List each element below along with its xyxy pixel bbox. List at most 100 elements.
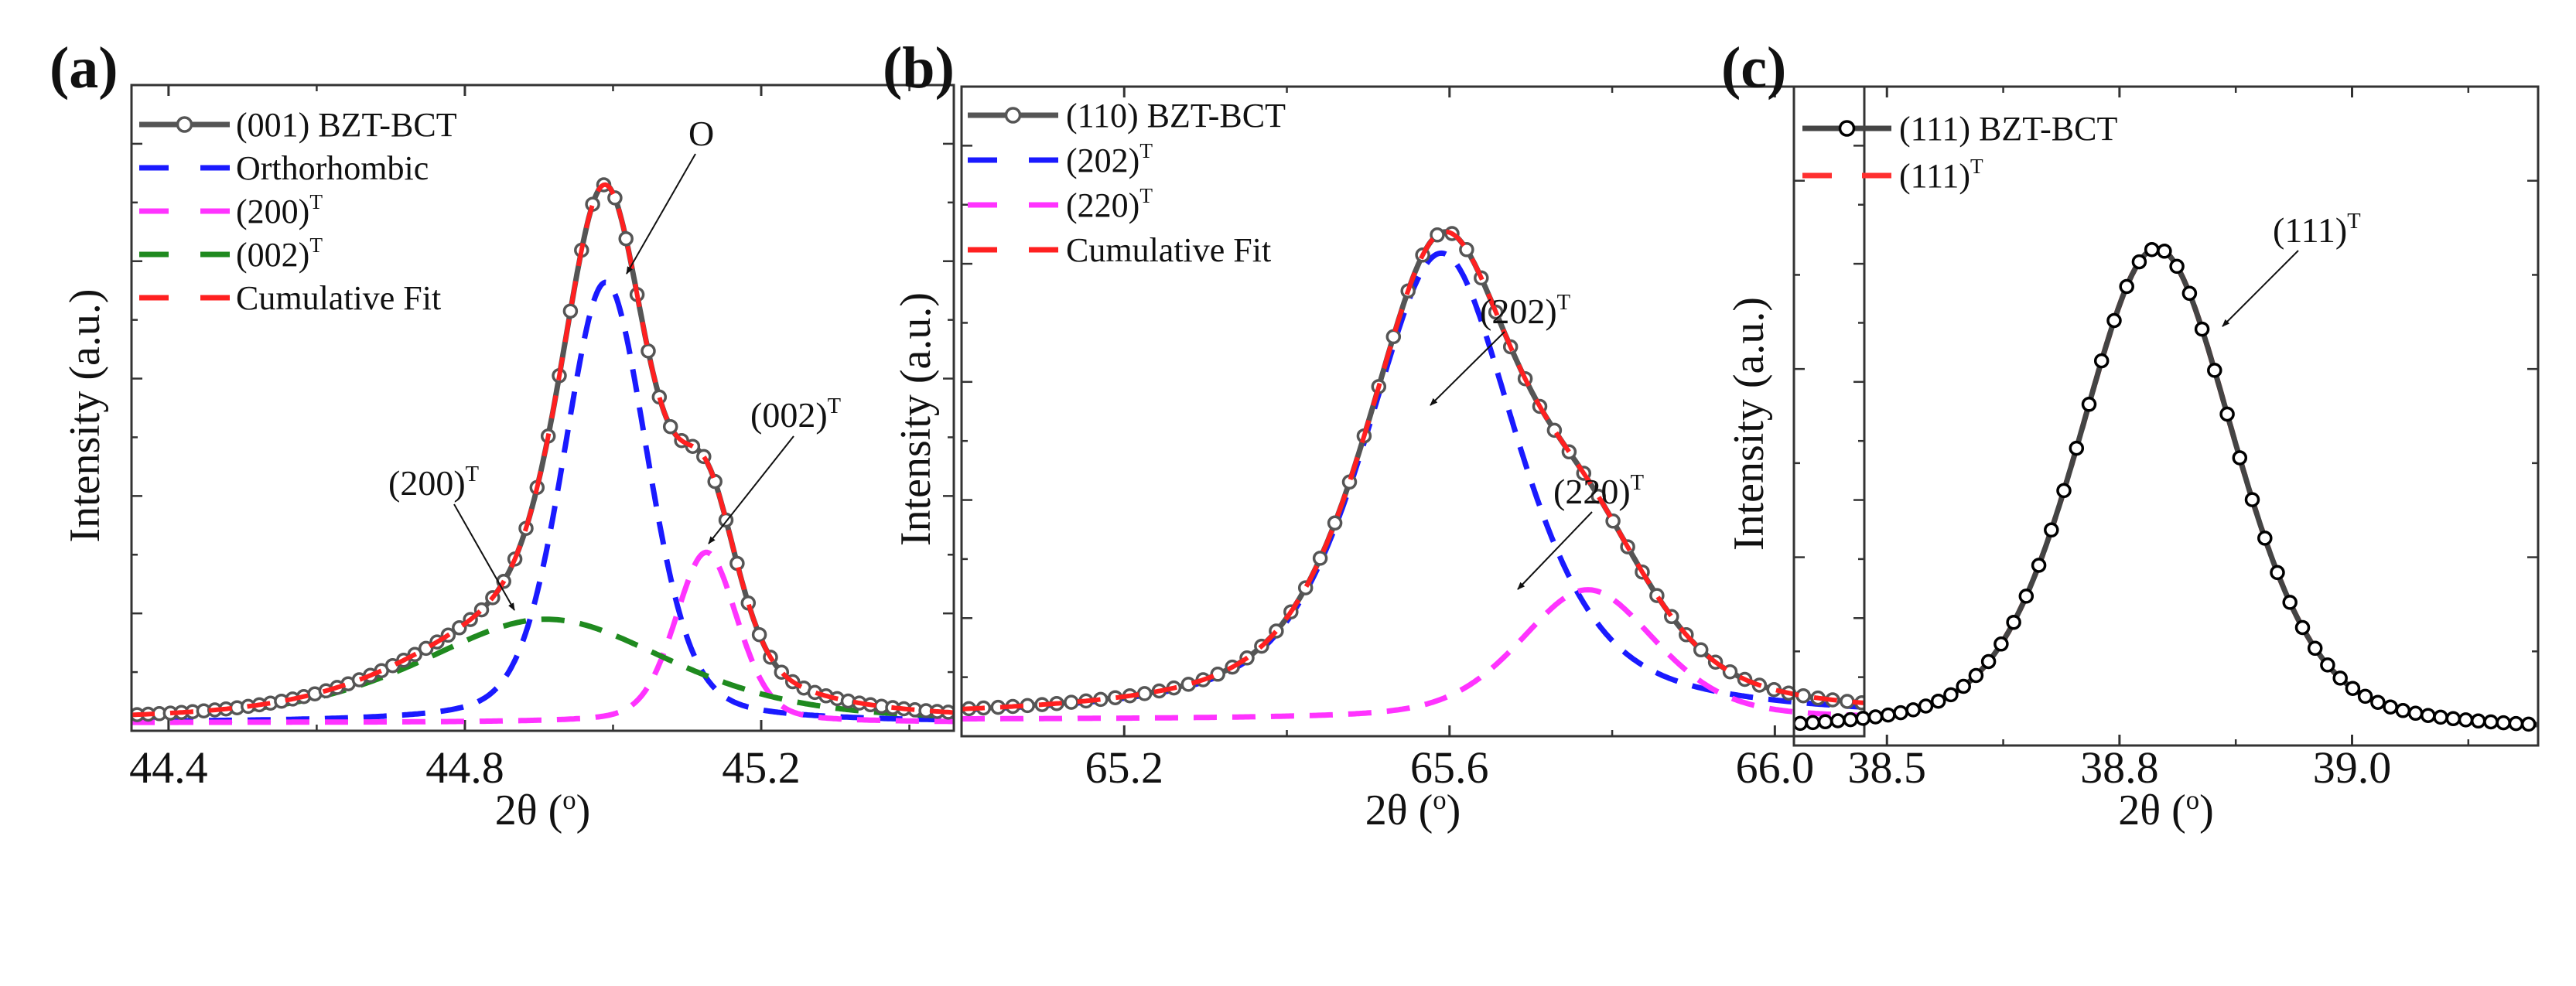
data-point — [1840, 694, 1855, 709]
x-tick-label: 39.0 — [2313, 742, 2392, 793]
data-point — [2081, 397, 2097, 412]
data-point — [2395, 703, 2411, 718]
data-point — [2294, 619, 2311, 636]
legend-label-text: (110) BZT-BCT — [1066, 97, 1286, 135]
legend: (111) BZT-BCT (111)T — [1802, 110, 2117, 195]
legend-label: (111) BZT-BCT — [1899, 110, 2117, 148]
legend-label: (202)T — [1066, 139, 1153, 179]
y-axis-title: Intensity (a.u.) — [1725, 297, 1773, 551]
legend-item: (111) BZT-BCT — [1802, 110, 2117, 148]
legend-item: (200)T — [139, 190, 323, 230]
data-point — [1459, 242, 1474, 258]
data-point — [2194, 321, 2210, 337]
legend-label-superscript: T — [309, 190, 323, 213]
data-point — [1430, 227, 1445, 243]
data-point — [1794, 715, 1808, 732]
x-axis-title-sup: o — [1433, 785, 1446, 815]
annotation-label: (202)T — [1480, 291, 1570, 331]
data-point — [2383, 699, 2398, 715]
data-point — [2244, 492, 2260, 507]
annotation-label-superscript: T — [2347, 210, 2360, 234]
data-point — [1385, 329, 1402, 345]
data-point — [2006, 614, 2021, 630]
data-point — [1943, 687, 1959, 703]
x-tick-label: 66.0 — [1736, 742, 1815, 793]
legend-item: (220)T — [968, 184, 1153, 224]
legend-label-text: Cumulative Fit — [236, 279, 441, 317]
x-axis-title-base: 2θ ( — [495, 786, 562, 834]
data-point — [1843, 711, 1858, 728]
plot-frame — [1792, 85, 2540, 747]
data-point — [1830, 713, 1846, 728]
legend-label-text: Orthorhombic — [236, 149, 429, 187]
data-point — [2407, 705, 2424, 722]
legend: (110) BZT-BCT (202)T (220)T Cumulative Fit — [968, 97, 1286, 269]
data-point — [2445, 711, 2462, 727]
data-point — [1817, 714, 1833, 730]
panel-label: (c) — [1721, 36, 1786, 101]
annotation: (111)T — [2222, 210, 2361, 327]
data-point — [1855, 711, 1871, 726]
data-point — [1136, 686, 1153, 701]
annotation-label: O — [688, 114, 714, 153]
plot-area — [1794, 241, 2538, 732]
data-point — [2093, 353, 2110, 369]
data-point — [618, 230, 634, 247]
annotation-label-superscript: T — [1557, 291, 1570, 315]
data-point — [1693, 642, 1709, 658]
plot-area — [132, 177, 954, 725]
x-axis-title: 2θ (o) — [2118, 785, 2214, 834]
legend-label-superscript: T — [1970, 155, 1983, 178]
annotation: O — [626, 114, 714, 275]
x-axis-title-close: ) — [576, 786, 591, 834]
legend-label: (002)T — [236, 234, 323, 274]
data-point — [641, 343, 656, 359]
data-point — [2508, 715, 2524, 732]
annotation: (220)T — [1517, 471, 1644, 590]
data-point — [1918, 698, 1934, 714]
data-point — [1064, 694, 1079, 710]
data-point — [1805, 715, 1821, 731]
legend-item: (111)T — [1802, 155, 1983, 195]
annotation-arrow — [626, 153, 696, 275]
legend-label-text: (202) — [1066, 142, 1139, 179]
x-axis-title-base: 2θ ( — [2118, 786, 2185, 834]
annotation: (202)T — [1430, 291, 1570, 406]
annotation-label-superscript: T — [1631, 471, 1644, 495]
annotation-label-superscript: T — [466, 462, 479, 486]
data-point — [2345, 681, 2361, 696]
legend-label: Orthorhombic — [236, 149, 429, 187]
legend-label-superscript: T — [1139, 139, 1153, 162]
data-point — [1605, 513, 1621, 529]
annotation-label-text: (002) — [750, 395, 828, 435]
annotation-arrow — [708, 435, 794, 544]
data-point — [1993, 636, 2009, 652]
data-point — [1905, 702, 1921, 718]
x-tick-label: 44.4 — [129, 742, 208, 793]
panel-b: (b) 65.2 65.6 66.0 2θ (o) Intensity (a.u.) (11… — [883, 36, 1866, 834]
data-point — [2483, 714, 2499, 730]
annotation-arrow — [453, 503, 515, 611]
data-point — [1867, 709, 1884, 725]
legend-label-text: Cumulative Fit — [1066, 231, 1271, 269]
annotation-label-text: (200) — [388, 463, 466, 503]
x-tick-label: 45.2 — [722, 742, 801, 793]
data-point — [2520, 716, 2537, 732]
legend-item: (110) BZT-BCT — [968, 97, 1286, 135]
panel-label: (a) — [50, 36, 118, 101]
data-point — [1312, 551, 1328, 566]
legend-label: (001) BZT-BCT — [236, 106, 457, 144]
data-point — [1956, 678, 1971, 694]
panel-label: (b) — [883, 36, 955, 101]
annotation-label-text: (202) — [1480, 292, 1557, 331]
legend-marker — [176, 116, 193, 133]
legend-label-text: (002) — [236, 236, 309, 274]
y-axis-title: Intensity (a.u.) — [892, 292, 940, 546]
data-point — [2421, 708, 2436, 723]
data-point — [2357, 688, 2373, 705]
x-axis-title: 2θ (o) — [1365, 785, 1461, 834]
data-point — [2219, 406, 2235, 422]
legend-label-text: (111) — [1899, 157, 1970, 195]
data-point — [2157, 244, 2172, 259]
